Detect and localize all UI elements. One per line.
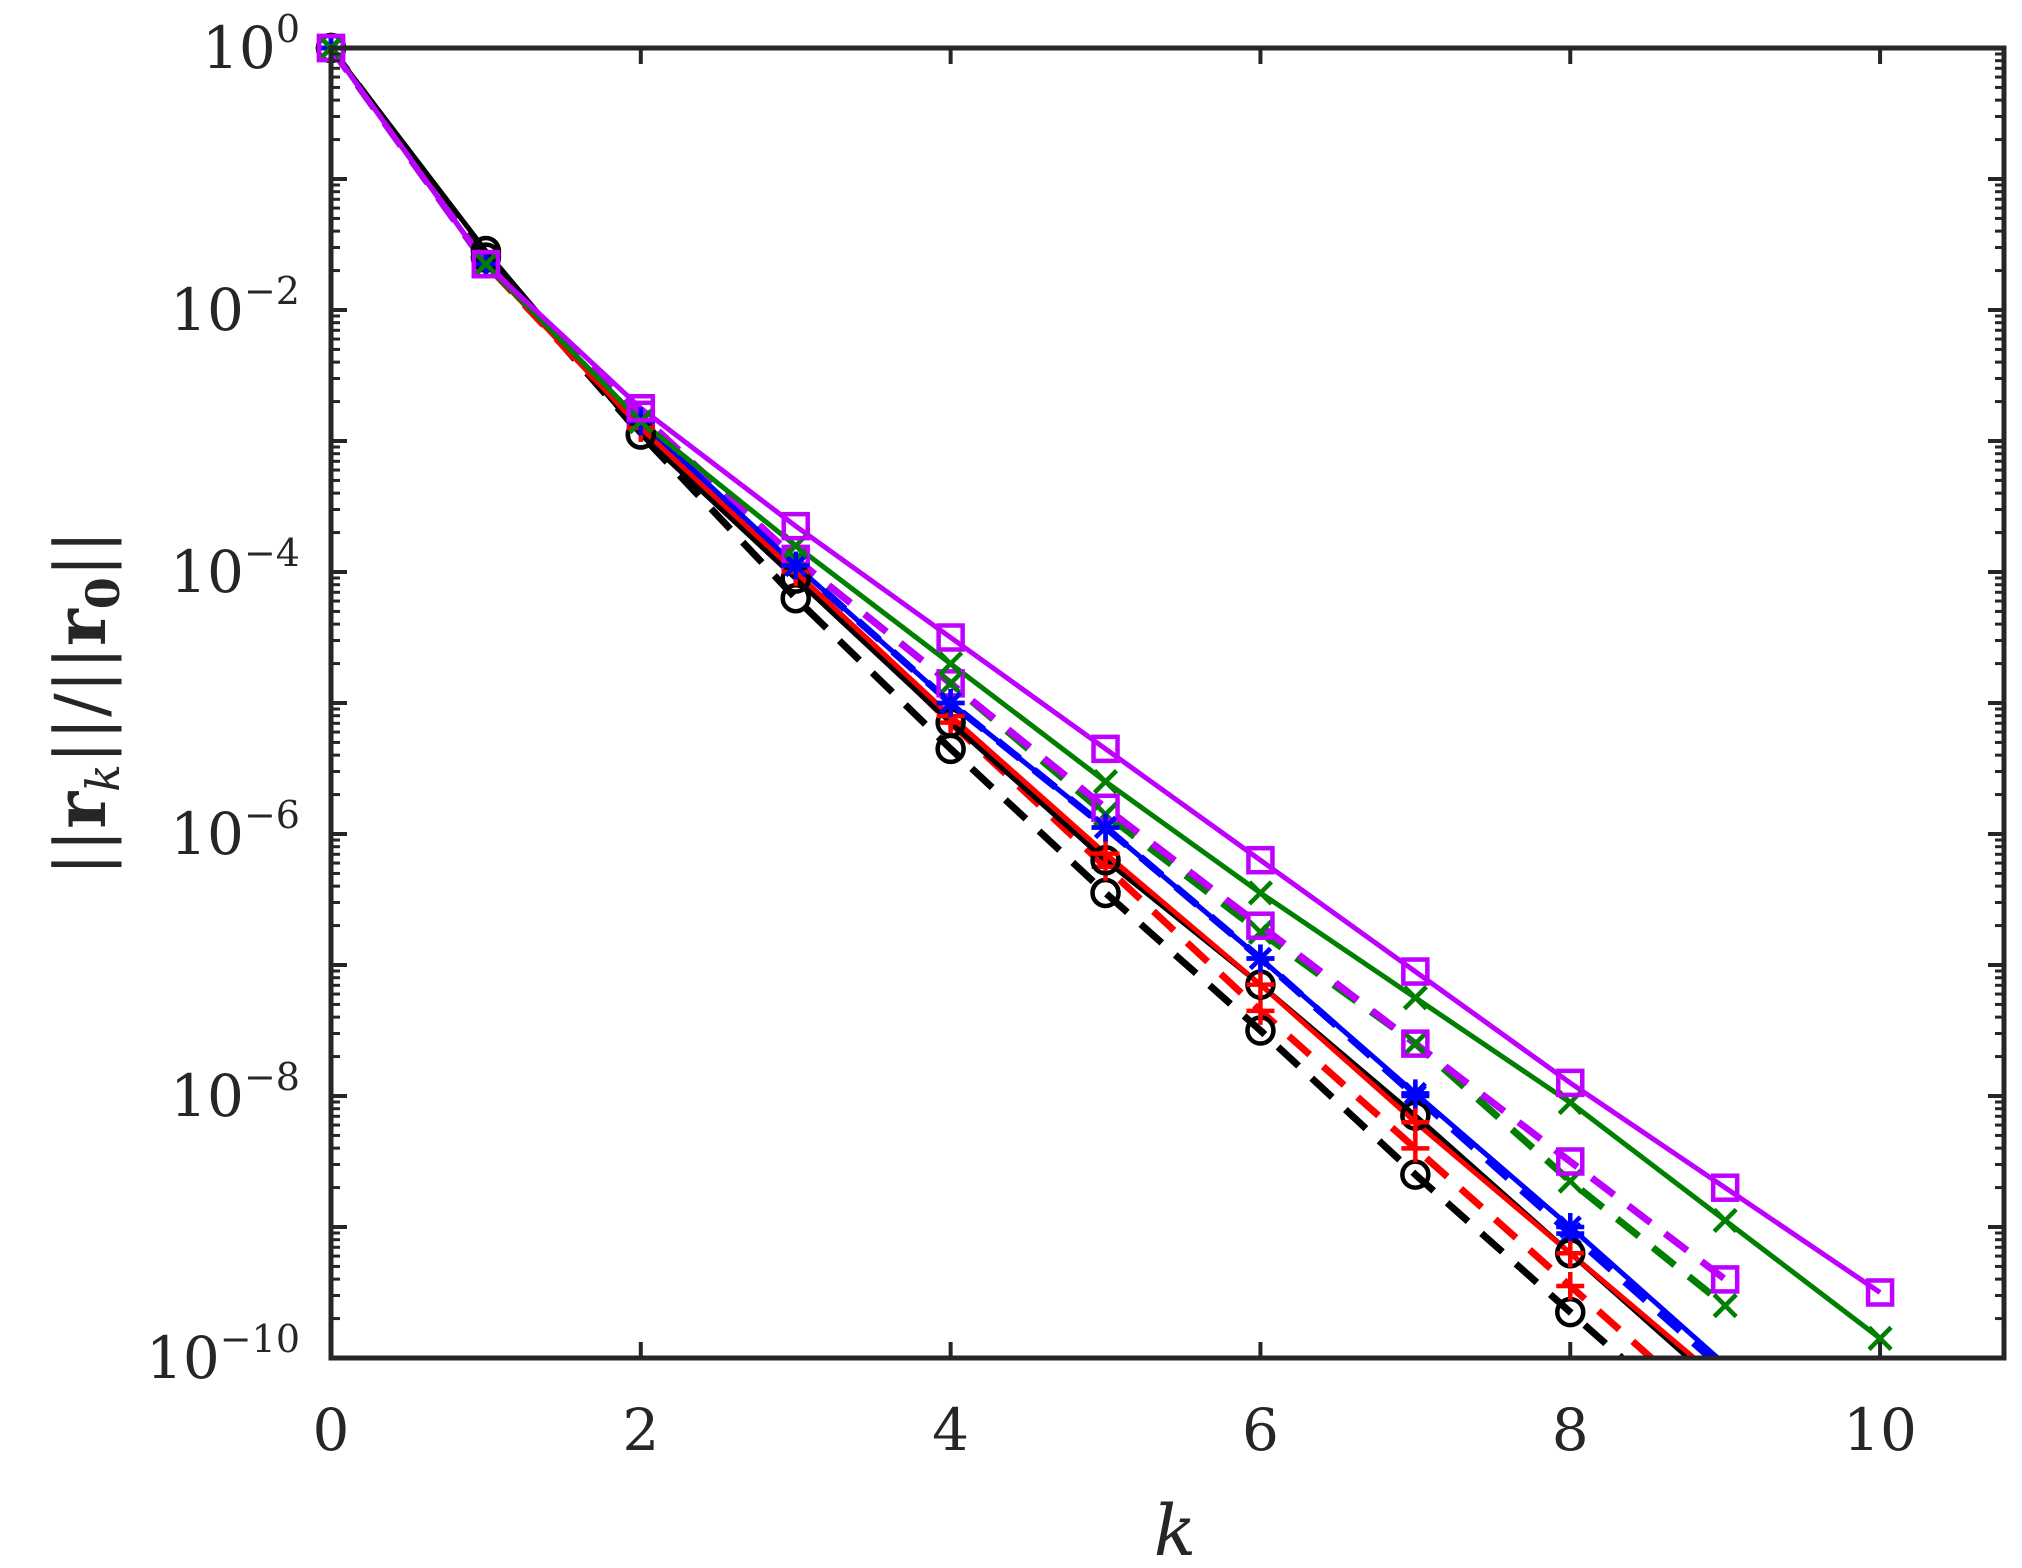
marker-plus: [1091, 839, 1120, 868]
y-tick-exponent: −10: [220, 1317, 300, 1361]
marker-square: [1401, 957, 1430, 986]
marker-square: [1091, 734, 1120, 764]
y-axis-title: ||rk||/||r0||: [39, 530, 130, 876]
plot-frame: [328, 45, 2007, 1361]
marker-x: [938, 651, 964, 677]
marker-plus: [1556, 1271, 1585, 1300]
y-tick-exponent: −4: [244, 531, 300, 575]
y-axis-norm-middle: ||/||: [40, 646, 122, 764]
marker-x: [1712, 1207, 1738, 1234]
marker-square: [1246, 911, 1275, 940]
marker-x: [1092, 769, 1119, 795]
marker-asterisk: [1091, 813, 1120, 842]
y-tick-exponent: −2: [244, 269, 300, 313]
marker-square: [781, 511, 810, 541]
y-axis-norm-open: ||: [40, 829, 122, 876]
marker-x: [1867, 1325, 1893, 1351]
marker-asterisk: [936, 689, 965, 717]
y-tick-label: 10−10: [146, 1317, 300, 1392]
y-tick-label: 10−8: [170, 1055, 300, 1130]
marker-asterisk: [1401, 1079, 1430, 1108]
marker-square: [1556, 1068, 1585, 1098]
x-tick-label: 4: [932, 1396, 969, 1464]
y-tick-label: 10−6: [170, 793, 300, 868]
y-tick-base: 10: [146, 1324, 220, 1392]
marker-square: [1865, 1278, 1895, 1307]
marker-asterisk: [1556, 1213, 1585, 1241]
y-tick-label: 10−4: [170, 531, 300, 606]
y-tick-exponent: −6: [244, 793, 300, 837]
x-axis-title: k: [1154, 1490, 1196, 1568]
y-axis-k-subscript: k: [76, 764, 130, 792]
series-line-8: [331, 48, 1882, 1295]
marker-square: [1246, 845, 1275, 875]
marker-plus: [1246, 970, 1275, 999]
y-tick-base: 10: [170, 1062, 244, 1130]
marker-x: [938, 670, 964, 696]
y-tick-base: 10: [170, 538, 244, 606]
y-tick-label: 100: [202, 7, 300, 82]
x-tick-label: 8: [1552, 1396, 1589, 1464]
x-tick-label: 10: [1843, 1396, 1917, 1464]
marker-x: [473, 251, 499, 277]
y-axis-zero-subscript: 0: [76, 577, 130, 609]
y-tick-base: 10: [170, 800, 244, 868]
y-tick-exponent: −8: [244, 1055, 300, 1099]
plot-background: [331, 48, 2004, 1358]
marker-asterisk: [781, 551, 810, 580]
marker-square: [626, 394, 656, 423]
marker-x: [1247, 880, 1274, 906]
marker-square: [1556, 1147, 1585, 1176]
y-tick-label: 10−2: [170, 269, 300, 344]
marker-asterisk: [1246, 944, 1275, 973]
marker-plus: [1401, 1134, 1430, 1163]
y-tick-exponent: 0: [276, 7, 300, 51]
y-tick-base: 10: [202, 14, 276, 82]
svg-text:||rk||/||r0||: ||rk||/||r0||: [39, 530, 130, 876]
x-tick-label: 6: [1242, 1396, 1279, 1464]
y-axis-r-symbol-2: r: [39, 608, 122, 646]
y-axis-norm-close: ||: [40, 530, 122, 577]
x-tick-labels: 0 2 4 6 8 10: [313, 1396, 1917, 1464]
x-tick-label: 0: [313, 1396, 350, 1464]
marker-x: [1402, 1031, 1428, 1057]
marker-plus: [1556, 1239, 1585, 1268]
marker-square: [1401, 1029, 1430, 1058]
y-tick-base: 10: [170, 276, 244, 344]
marker-square: [936, 623, 965, 652]
y-axis-r-symbol: r: [39, 791, 122, 829]
marker-x: [1712, 1293, 1738, 1319]
marker-square: [1710, 1173, 1740, 1202]
marker-square: [471, 249, 501, 279]
marker-plus: [1401, 1108, 1430, 1137]
series-layer: [331, 48, 1882, 1358]
x-tick-label: 2: [622, 1396, 659, 1464]
marker-square: [1710, 1265, 1740, 1294]
marker-plus: [1246, 996, 1275, 1025]
marker-x: [1402, 985, 1428, 1011]
